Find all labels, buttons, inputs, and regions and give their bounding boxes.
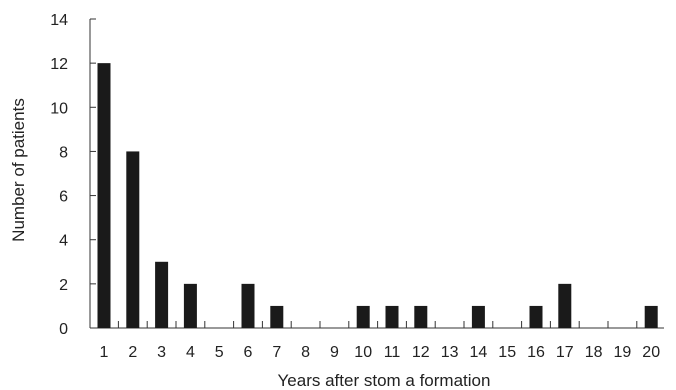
bar xyxy=(241,283,255,328)
x-tick-label: 7 xyxy=(272,344,281,361)
x-tick-label: 13 xyxy=(441,344,459,361)
y-tick-label: 6 xyxy=(59,189,68,206)
y-tick-label: 10 xyxy=(50,100,68,117)
x-tick-label: 2 xyxy=(128,344,137,361)
x-tick-label: 20 xyxy=(642,344,660,361)
x-tick-label: 17 xyxy=(556,344,574,361)
bar xyxy=(356,305,370,328)
x-tick-label: 14 xyxy=(470,344,488,361)
bar-series xyxy=(97,63,658,329)
bar xyxy=(558,283,572,328)
x-tick-label: 8 xyxy=(301,344,310,361)
bar xyxy=(414,305,428,328)
x-tick-label: 6 xyxy=(244,344,253,361)
x-tick-label: 4 xyxy=(186,344,195,361)
x-axis-title: Years after stom a formation xyxy=(278,371,491,390)
bar xyxy=(529,305,543,328)
x-tick-label: 19 xyxy=(614,344,632,361)
y-axis-title: Number of patients xyxy=(9,98,28,242)
x-tick-label: 12 xyxy=(412,344,430,361)
bar xyxy=(126,151,140,328)
y-tick-label: 12 xyxy=(50,56,68,73)
x-tick-label: 11 xyxy=(384,344,401,361)
y-tick-label: 4 xyxy=(59,233,68,250)
x-tick-label: 18 xyxy=(585,344,603,361)
y-tick-label: 8 xyxy=(59,144,68,161)
bar xyxy=(97,63,111,329)
y-tick-label: 2 xyxy=(59,277,68,294)
x-tick-label: 1 xyxy=(100,344,109,361)
bar xyxy=(644,305,658,328)
x-tick-label: 15 xyxy=(498,344,516,361)
x-tick-label: 16 xyxy=(527,344,545,361)
x-tick-label: 9 xyxy=(330,344,339,361)
bar xyxy=(385,305,399,328)
bar xyxy=(471,305,485,328)
bar xyxy=(155,261,169,328)
y-tick-label: 14 xyxy=(50,12,68,29)
y-tick-label: 0 xyxy=(59,321,68,338)
x-tick-label: 10 xyxy=(354,344,372,361)
chart-axes xyxy=(89,18,664,329)
bar xyxy=(183,283,197,328)
bar xyxy=(270,305,284,328)
x-tick-label: 5 xyxy=(215,344,224,361)
x-tick-label: 3 xyxy=(157,344,166,361)
